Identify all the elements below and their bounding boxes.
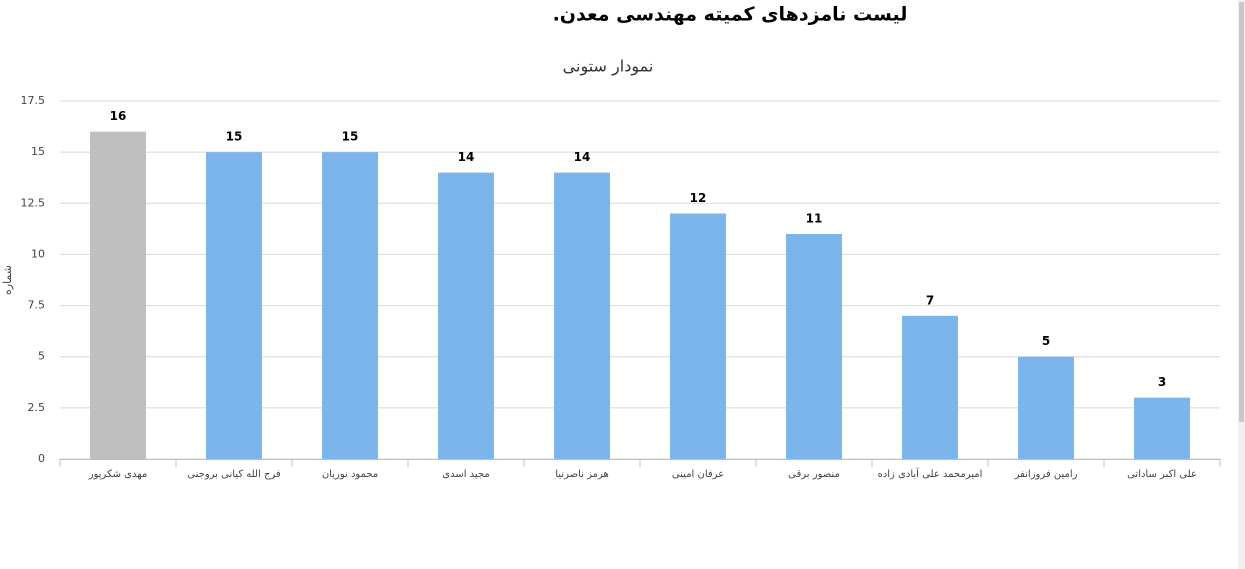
x-tick-label: هرمز ناصرنیا [555, 469, 609, 480]
bar [90, 131, 146, 459]
x-tick-label: فرج الله کیانی بروجنی [187, 469, 281, 480]
x-tick-label: عرفان امینی [672, 469, 724, 480]
value-label: 11 [806, 211, 823, 225]
y-tick-label: 2.5 [28, 401, 46, 414]
value-label: 16 [110, 109, 127, 123]
y-tick-label: 10 [31, 247, 45, 260]
bar [902, 315, 958, 459]
x-tick-label: منصور برقی [788, 469, 840, 480]
value-label: 15 [342, 130, 359, 144]
bar [438, 172, 494, 459]
x-tick-label: محمود نوریان [322, 469, 378, 480]
y-axis-label: شماره [1, 265, 14, 295]
value-label: 5 [1042, 334, 1050, 348]
value-label: 3 [1158, 375, 1166, 389]
chart-title: لیست نامزدهای کمیته مهندسی معدن. [553, 4, 908, 26]
x-tick-label: رامین فروزانفر [1014, 469, 1078, 480]
bar [1018, 356, 1074, 459]
x-tick-label: مهدی شکرپور [88, 469, 147, 480]
bar [1134, 397, 1190, 459]
y-tick-label: 17.5 [21, 94, 46, 107]
x-tick-label: امیرمحمد علی آبادی زاده [878, 467, 983, 480]
y-tick-label: 12.5 [21, 196, 46, 209]
bar [206, 152, 262, 459]
value-label: 14 [574, 150, 591, 164]
value-label: 15 [226, 130, 243, 144]
value-label: 14 [458, 150, 475, 164]
bar [322, 152, 378, 459]
y-tick-label: 5 [38, 350, 45, 363]
value-label: 7 [926, 293, 934, 307]
x-tick-label: مجید اسدی [442, 469, 490, 480]
x-tick-label: علی اکبر ساداتی [1127, 469, 1197, 480]
bar [554, 172, 610, 459]
y-tick-label: 15 [31, 145, 45, 158]
scrollbar-thumb [1239, 2, 1244, 422]
bar [786, 233, 842, 459]
chart-subtitle: نمودار ستونی [563, 57, 654, 77]
value-label: 12 [690, 191, 707, 205]
y-tick-label: 7.5 [28, 299, 46, 312]
bar [670, 213, 726, 459]
y-tick-label: 0 [38, 452, 45, 465]
